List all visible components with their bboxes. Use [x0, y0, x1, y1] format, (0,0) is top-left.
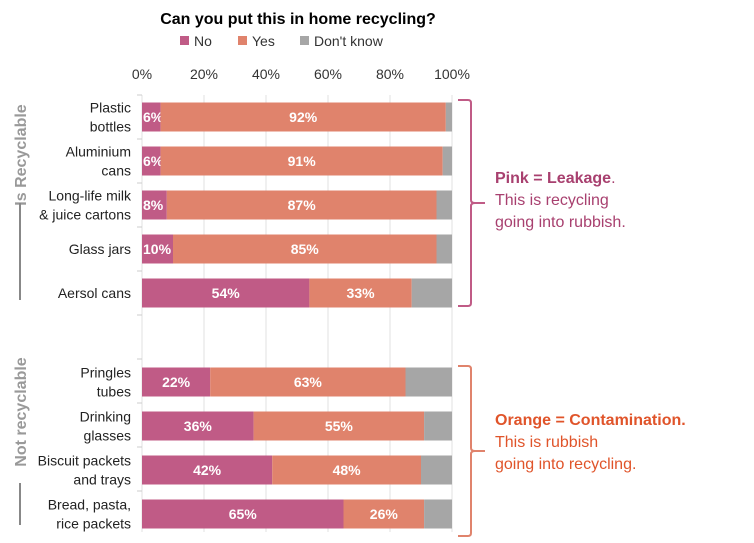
bar-don-t-know [436, 234, 452, 264]
category-label: Drinking [80, 409, 131, 425]
legend-label-1: Yes [252, 33, 275, 49]
contamination-annotation: Orange = Contamination. This is rubbish … [495, 410, 686, 476]
leakage-title-suffix: . [611, 170, 616, 187]
legend-swatch-1 [238, 36, 247, 45]
group-label: Is Recyclable [13, 104, 30, 206]
contamination-line-1: This is rubbish [495, 434, 599, 451]
bar-no [142, 367, 211, 397]
data-label: 87% [288, 197, 317, 213]
bar-no [142, 455, 273, 485]
x-tick-label: 80% [376, 66, 404, 82]
bar-yes [166, 190, 437, 220]
data-label: 6% [143, 153, 164, 169]
leakage-annotation: Pink = Leakage. This is recycling going … [495, 168, 626, 234]
category-label: bottles [90, 119, 131, 135]
bar-don-t-know [436, 190, 452, 220]
bar-yes [210, 367, 406, 397]
x-tick-label: 100% [434, 66, 470, 82]
data-label: 48% [333, 462, 362, 478]
category-label: Bread, pasta, [48, 497, 131, 513]
category-label: & juice cartons [39, 207, 131, 223]
bar-yes [272, 455, 421, 485]
leakage-bracket [458, 99, 485, 307]
data-label: 42% [193, 462, 222, 478]
bar-don-t-know [424, 499, 452, 529]
legend-swatch-2 [300, 36, 309, 45]
legend-label-0: No [194, 33, 212, 49]
data-label: 26% [370, 506, 399, 522]
data-label: 36% [184, 418, 213, 434]
bar-don-t-know [424, 411, 452, 441]
leakage-title: Pink = Leakage [495, 170, 612, 187]
bar-no [142, 190, 167, 220]
category-label: Pringles [80, 365, 131, 381]
group-label: Not recyclable [13, 357, 30, 466]
category-label: Aluminium [66, 144, 131, 160]
data-label: 33% [347, 285, 376, 301]
leakage-line-1: This is recycling [495, 192, 609, 209]
data-label: 92% [289, 109, 318, 125]
x-tick-label: 20% [190, 66, 218, 82]
data-label: 63% [294, 374, 323, 390]
bar-don-t-know [421, 455, 452, 485]
bar-don-t-know [445, 102, 452, 132]
bar-no [142, 278, 310, 308]
contamination-bracket [458, 365, 485, 537]
data-label: 10% [143, 241, 172, 257]
category-label: glasses [84, 428, 131, 444]
leakage-line-2: going into rubbish. [495, 214, 626, 231]
bar-yes [173, 234, 437, 264]
bar-don-t-know [442, 146, 452, 176]
x-tick-label: 60% [314, 66, 342, 82]
bar-yes [253, 411, 425, 441]
bar-yes [343, 499, 425, 529]
bar-no [142, 146, 161, 176]
bar-yes [309, 278, 412, 308]
data-label: 65% [229, 506, 258, 522]
category-label: Long-life milk [49, 188, 132, 204]
data-label: 85% [291, 241, 320, 257]
category-label: rice packets [56, 516, 131, 532]
category-label: tubes [97, 384, 131, 400]
contamination-title: Orange = Contamination. [495, 412, 686, 429]
data-label: 91% [288, 153, 317, 169]
category-label: cans [101, 163, 131, 179]
bar-no [142, 499, 344, 529]
category-label: Aersol cans [58, 285, 131, 301]
bar-don-t-know [411, 278, 452, 308]
bar-don-t-know [405, 367, 452, 397]
bar-no [142, 411, 254, 441]
contamination-line-2: going into recycling. [495, 456, 637, 473]
x-tick-label: 40% [252, 66, 280, 82]
data-label: 8% [143, 197, 164, 213]
category-label: Biscuit packets [38, 453, 131, 469]
data-label: 6% [143, 109, 164, 125]
category-label: Glass jars [69, 241, 131, 257]
data-label: 55% [325, 418, 354, 434]
data-label: 22% [162, 374, 191, 390]
legend-swatch-0 [180, 36, 189, 45]
chart-title: Can you put this in home recycling? [160, 11, 436, 28]
x-tick-label: 0% [132, 66, 152, 82]
category-label: Plastic [90, 100, 131, 116]
data-label: 54% [212, 285, 241, 301]
category-label: and trays [73, 472, 131, 488]
legend-label-2: Don't know [314, 33, 384, 49]
bar-no [142, 234, 173, 264]
bar-no [142, 102, 161, 132]
bar-yes [160, 102, 446, 132]
bar-yes [160, 146, 443, 176]
